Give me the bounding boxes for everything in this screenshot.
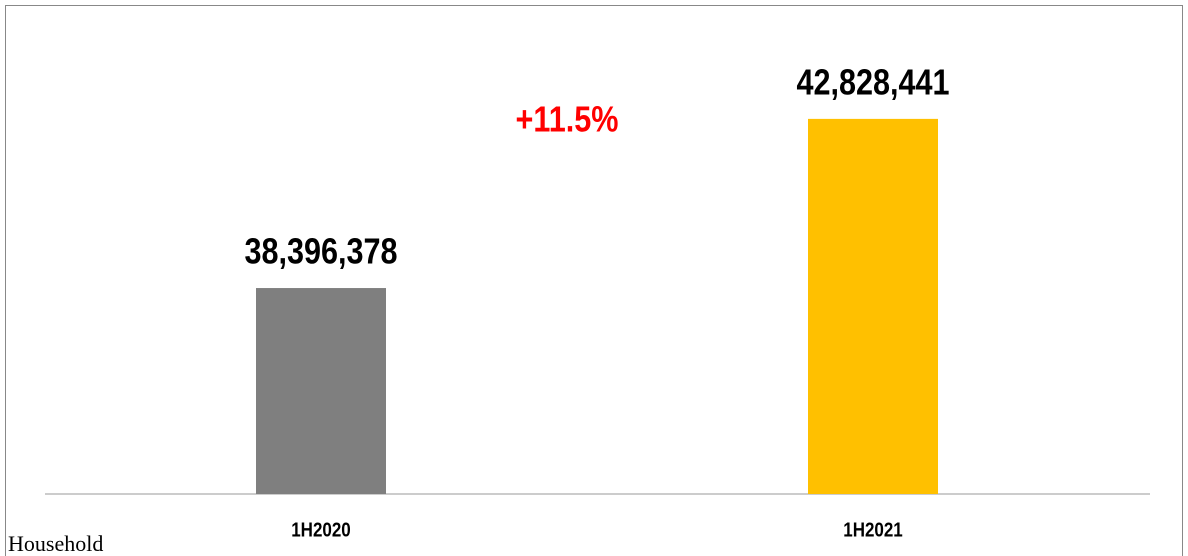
chart-frame — [5, 5, 1183, 556]
value-label: 42,828,441 — [796, 63, 949, 103]
series-label: Household — [8, 531, 103, 556]
bar — [256, 288, 386, 494]
x-tick-label: 1H2020 — [291, 518, 351, 541]
bar — [808, 118, 938, 495]
x-tick-label: 1H2021 — [843, 518, 903, 541]
growth-annotation: +11.5% — [516, 100, 619, 140]
value-label: 38,396,378 — [244, 232, 397, 272]
